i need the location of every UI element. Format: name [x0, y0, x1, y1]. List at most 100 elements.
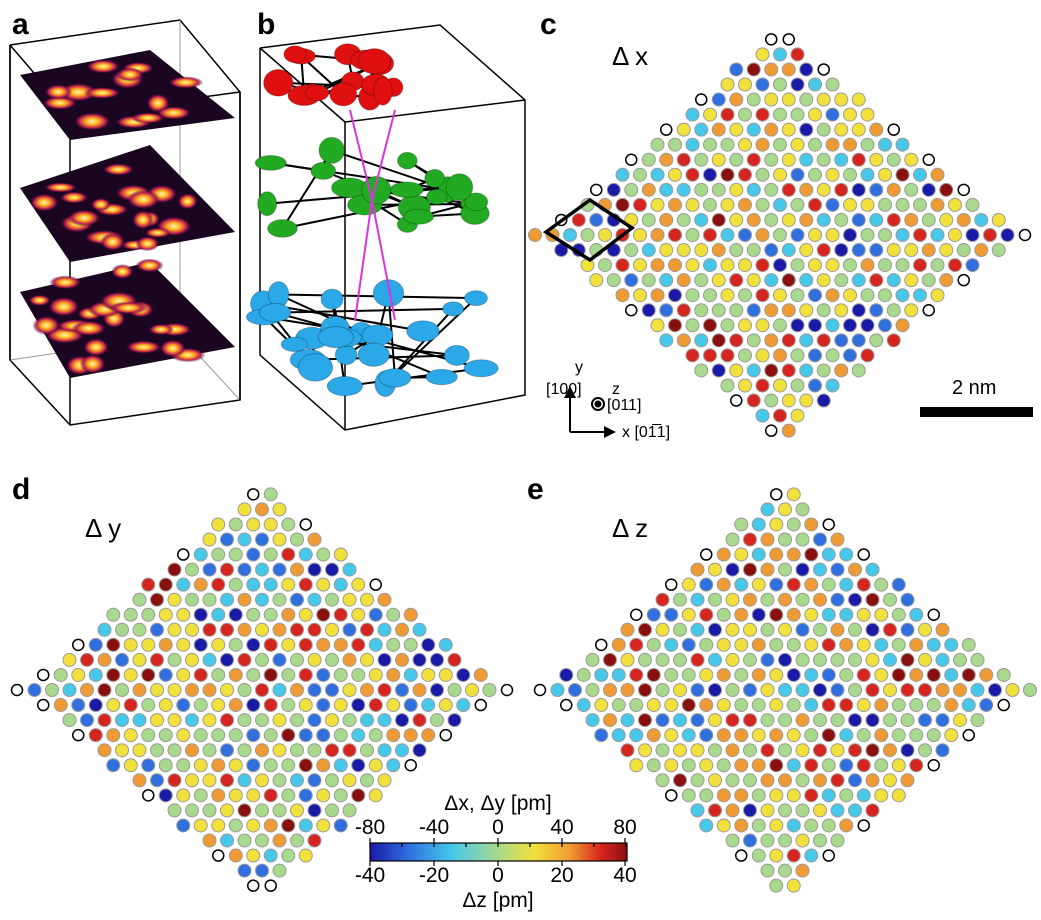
hotspot: [32, 315, 61, 336]
atom-blob: [424, 168, 446, 188]
atom-site: [781, 243, 796, 258]
atom-site: [351, 758, 366, 773]
atom-site: [953, 683, 967, 697]
atom-site: [568, 683, 582, 697]
atom-site: [895, 288, 910, 303]
atom-site: [594, 698, 609, 713]
atom-site: [895, 167, 910, 182]
atom-site: [646, 698, 661, 713]
atom-site: [909, 698, 924, 713]
atom-site: [97, 743, 112, 758]
atom-site: [786, 607, 801, 622]
atom-site: [395, 713, 409, 728]
atom-site: [848, 743, 862, 758]
atom-site: [342, 652, 357, 667]
atom-site: [202, 532, 217, 547]
atom-site: [664, 667, 679, 682]
atom-site: [769, 758, 784, 773]
atom-site: [290, 652, 304, 667]
atom-site: [926, 667, 941, 682]
atom-site: [825, 137, 840, 152]
atom-site: [865, 683, 880, 697]
atom-site: [720, 348, 735, 363]
atom-site: [834, 212, 849, 227]
atom-site: [773, 107, 787, 122]
atom-site: [974, 212, 989, 227]
atom-site: [638, 743, 652, 758]
hotspot: [86, 59, 121, 74]
atom-site: [80, 683, 94, 697]
atom-site: [781, 303, 796, 318]
atom-site: [716, 607, 731, 622]
atom-site: [629, 728, 644, 743]
atom-site: [886, 273, 901, 288]
atom-site: [377, 743, 392, 758]
atom-site: [351, 607, 366, 622]
atom-site: [778, 713, 792, 728]
atom-site: [799, 92, 814, 107]
atom-blob: [267, 219, 298, 238]
atom-site: [799, 393, 814, 408]
atom-site: [641, 243, 656, 258]
atom-site: [843, 348, 857, 363]
atom-site: [764, 122, 779, 137]
atom-site: [708, 652, 722, 667]
atom-site: [237, 773, 252, 788]
atom-site: [795, 562, 810, 577]
atom-site: [755, 288, 770, 303]
atom-site: [939, 243, 954, 258]
atom-site: [856, 728, 871, 743]
atom-site: [255, 502, 269, 517]
atom-site: [668, 318, 682, 333]
atom-site: [615, 288, 630, 303]
atom-site: [743, 743, 757, 758]
atom-site: [62, 652, 77, 667]
atom-blob: [297, 353, 334, 382]
colorbar-top-tick: 40: [550, 816, 574, 839]
atom-site: [202, 713, 217, 728]
atom-site: [360, 652, 374, 667]
atom-site: [944, 667, 959, 682]
atom-site: [781, 62, 796, 77]
atom-site: [773, 167, 787, 182]
atom-site: [891, 637, 906, 652]
atom-site: [786, 487, 801, 502]
atom-site: [729, 182, 744, 197]
atom-site: [412, 713, 427, 728]
atom-site: [272, 622, 287, 637]
atom-site: [816, 273, 831, 288]
atom-site: [664, 728, 679, 743]
atom-site: [769, 878, 784, 893]
atom-site: [830, 773, 845, 788]
atom-site: [711, 212, 726, 227]
empty-site: [474, 698, 487, 712]
atom-site: [773, 137, 787, 152]
atom-site: [790, 228, 805, 242]
atom-site: [851, 212, 866, 227]
atom-site: [403, 637, 418, 652]
atom-site: [53, 667, 68, 682]
atom-site: [281, 667, 296, 682]
atom-site: [746, 152, 761, 167]
atom-site: [816, 152, 831, 167]
atom-site: [821, 667, 836, 682]
atom-site: [703, 197, 717, 212]
atom-site: [430, 713, 444, 728]
atom-site: [904, 212, 919, 227]
atom-site: [948, 228, 962, 242]
atom-site: [659, 273, 674, 288]
atom-site: [746, 333, 761, 348]
atom-site: [979, 667, 994, 682]
empty-site: [857, 819, 870, 832]
atom-site: [220, 562, 234, 577]
atom-site: [799, 333, 814, 348]
atom-site: [848, 803, 862, 818]
atom-site: [220, 773, 234, 788]
atom-site: [799, 122, 814, 137]
atom-site: [856, 698, 871, 713]
atom-site: [690, 652, 705, 667]
atom-site: [699, 788, 714, 803]
empty-site: [369, 578, 382, 591]
atom-site: [743, 803, 757, 818]
atom-site: [729, 122, 744, 137]
